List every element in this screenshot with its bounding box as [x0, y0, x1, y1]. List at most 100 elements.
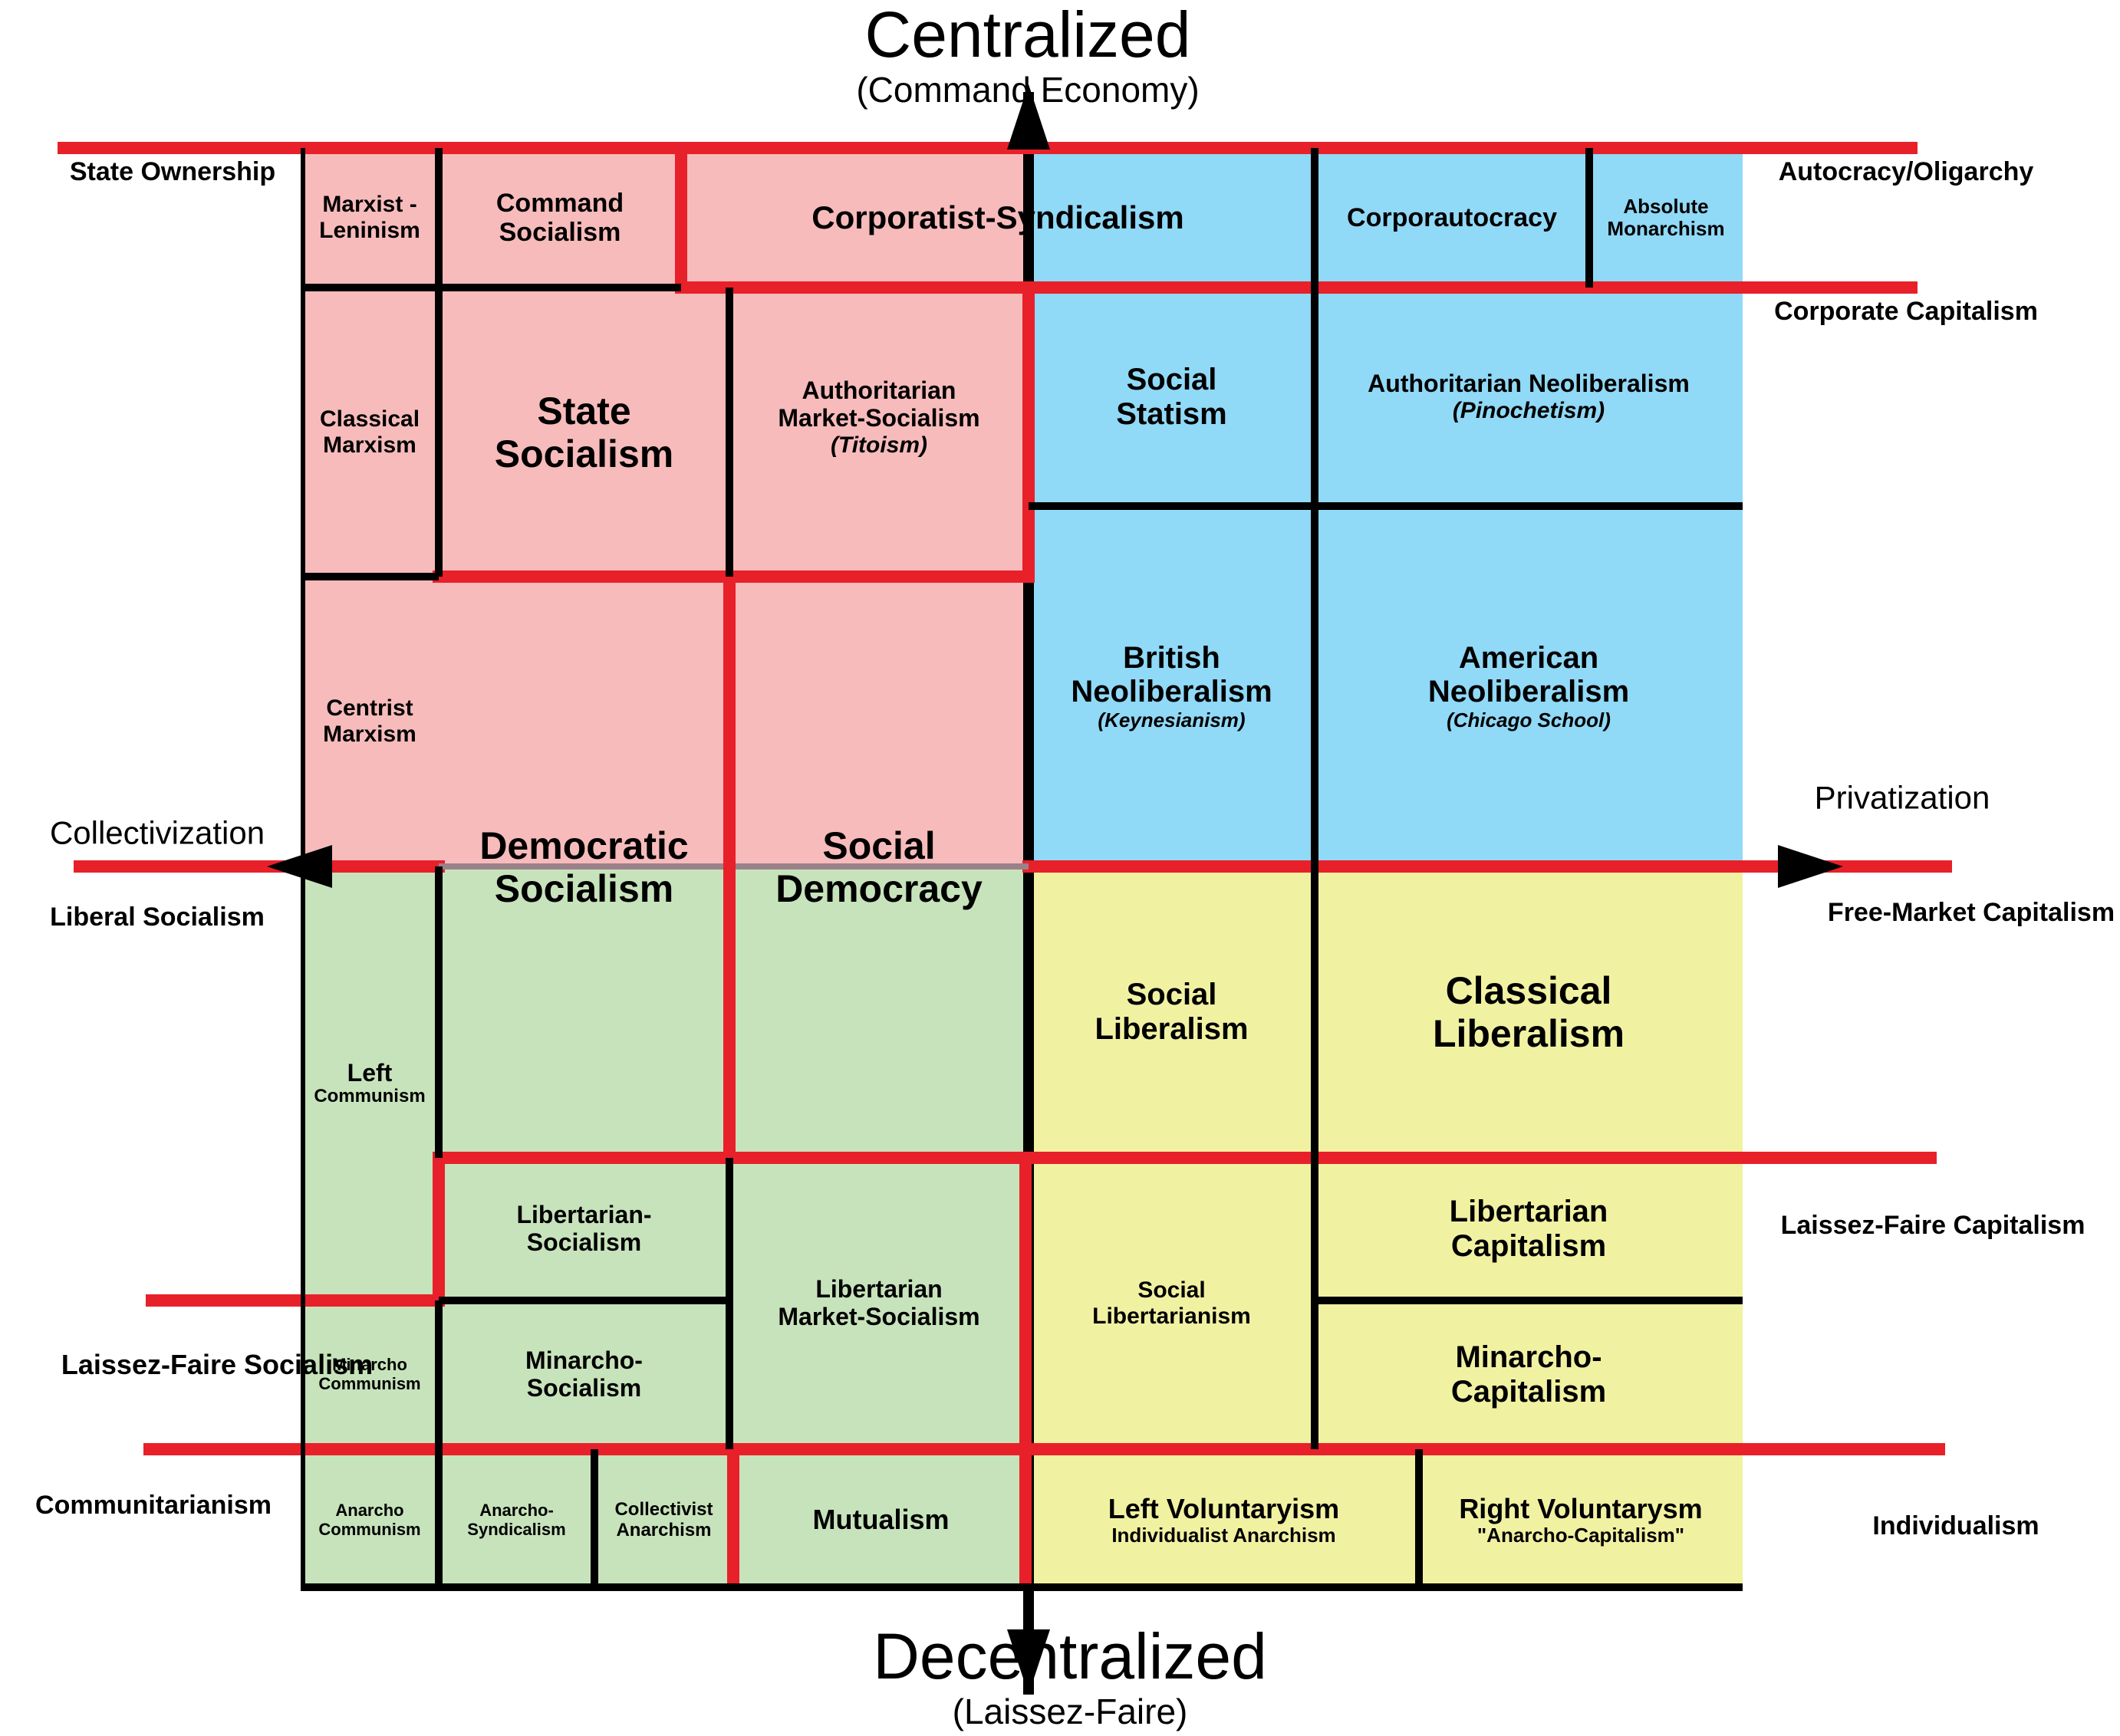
cell-centrist-marxism-line1: Centrist [326, 695, 413, 722]
subtitle-laissez-faire: (Laissez-Faire) [953, 1692, 1188, 1732]
red-line-state-ownership [58, 142, 1918, 154]
grid-h1696-left [439, 1297, 729, 1304]
edge-label-autocracy-oligarchy: Autocracy/Oligarchy [1779, 157, 2034, 186]
cell-social-liberalism-line2: Liberalism [1095, 1012, 1249, 1046]
cell-american-neoliberalism-line2: Neoliberalism [1427, 675, 1630, 709]
red-line-corporate-capitalism [681, 281, 1918, 294]
cell-classical-marxism-line1: Classical [319, 406, 420, 432]
cell-classical-liberalism: Classical Liberalism [1315, 866, 1743, 1158]
red-line-laissez-faire-socialism [146, 1294, 445, 1307]
cell-left-voluntaryism-line1: Left Voluntaryism [1108, 1492, 1340, 1524]
grid-h375-left [301, 284, 681, 291]
cell-right-voluntarysm: Right Voluntarysm "Anarcho-Capitalism" [1419, 1449, 1743, 1591]
grid-h1696-right [1315, 1297, 1743, 1304]
grid-v2072 [1585, 148, 1593, 288]
grid-h660-right [1029, 502, 1743, 510]
cell-british-neoliberalism-line1: British [1123, 640, 1220, 675]
cell-libertarian-market-socialism-line2: Market-Socialism [778, 1303, 980, 1330]
cell-social-libertarianism: Social Libertarianism [1029, 1158, 1315, 1449]
grid-v1850 [1415, 1449, 1423, 1591]
cell-state-socialism: State Socialism [439, 288, 729, 577]
grid-h752-left [301, 573, 439, 580]
arrow-right-icon [1778, 845, 1843, 888]
cell-social-statism-line2: Statism [1116, 396, 1227, 431]
edge-label-laissez-faire-socialism-line1: Laissez-Faire [61, 1348, 237, 1380]
edge-label-autocracy-oligarchy-text: Autocracy/Oligarchy [1778, 156, 2034, 186]
cell-american-neoliberalism-line3: (Chicago School) [1447, 709, 1611, 732]
cell-democratic-socialism-line1: Democratic [479, 824, 689, 867]
cell-anarcho-communism: Anarcho Communism [301, 1449, 439, 1591]
cell-state-socialism-line2: Socialism [494, 432, 674, 475]
red-step-v5 [727, 1443, 739, 1591]
edge-label-corporate-capitalism: Corporate Capitalism [1774, 297, 2038, 326]
cell-authoritarian-neoliberalism-line1: Authoritarian Neoliberalism [1368, 369, 1690, 397]
edge-label-laissez-faire-capitalism-line2: Capitalism [1953, 1210, 2085, 1240]
cell-mutualism: Mutualism [733, 1449, 1029, 1591]
edge-label-individualism: Individualism [1872, 1511, 2039, 1540]
cell-corporautocracy: Corporautocracy [1315, 148, 1589, 288]
red-step-v6 [1019, 1152, 1032, 1591]
cell-british-neoliberalism-line2: Neoliberalism [1071, 675, 1272, 709]
cell-social-liberalism: Social Liberalism [1029, 866, 1315, 1158]
arrow-down-icon [1007, 1629, 1050, 1695]
cell-centrist-marxism: Centrist Marxism [301, 577, 439, 866]
edge-label-liberal-socialism-text: Liberal Socialism [50, 902, 265, 932]
cell-american-neoliberalism: American Neoliberalism (Chicago School) [1315, 506, 1743, 866]
edge-label-state-ownership: State Ownership [70, 157, 275, 186]
cell-libertarian-socialism-line1: Libertarian- [516, 1201, 652, 1229]
quadrant-centralized-socialism [301, 148, 1029, 866]
edge-label-privatization-text: Privatization [1814, 779, 1990, 816]
cell-marxist-leninism: Marxist - Leninism [301, 148, 439, 288]
cell-libertarian-capitalism-line2: Capitalism [1450, 1229, 1607, 1263]
quadrant-decentralized-socialism [301, 866, 1029, 1591]
cell-social-democracy-line2: Democracy [775, 867, 983, 910]
edge-label-laissez-faire-capitalism-line1: Laissez-Faire [1780, 1210, 1947, 1240]
cell-anarcho-communism-line2: Communism [318, 1519, 421, 1539]
cell-left-voluntaryism-line2: Individualist Anarchism [1111, 1524, 1336, 1547]
cell-anarcho-syndicalism-line1: Anarcho- [479, 1500, 554, 1520]
arrow-up-icon [1007, 84, 1050, 150]
edge-label-collectivization: Collectivization [50, 814, 265, 850]
cell-libertarian-socialism-line2: Socialism [526, 1228, 642, 1256]
cell-democratic-socialism: Democratic Socialism [439, 577, 729, 1158]
cell-anarcho-syndicalism-line2: Syndicalism [467, 1519, 566, 1539]
title-centralized: Centralized [865, 0, 1191, 71]
cell-collectivist-anarchism: Collectivist Anarchism [594, 1449, 733, 1591]
edge-label-corporate-capitalism-text: Corporate Capitalism [1774, 296, 2038, 326]
cell-mutualism-line1: Mutualism [812, 1504, 950, 1536]
cell-corporautocracy-line1: Corporautocracy [1347, 202, 1557, 232]
cell-social-democracy: Social Democracy [729, 577, 1029, 1158]
cell-minarcho-communism: Minarcho Communism [301, 1300, 439, 1449]
cell-authoritarian-market-socialism-line2: Market-Socialism [778, 404, 980, 432]
cell-libertarian-socialism: Libertarian- Socialism [439, 1158, 729, 1300]
cell-american-neoliberalism-line1: American [1458, 640, 1599, 675]
cell-absolute-monarchism-line2: Monarchism [1607, 217, 1725, 240]
cell-command-socialism: Command Socialism [439, 148, 681, 288]
edge-label-privatization: Privatization [1815, 779, 1990, 815]
cell-authoritarian-neoliberalism: Authoritarian Neoliberalism (Pinochetism… [1315, 288, 1743, 506]
cell-corporatist-syndicalism-line1: Corporatist-Syndicalism [811, 199, 1184, 236]
edge-label-communitarianism: Communitarianism [35, 1491, 272, 1520]
edge-label-laissez-faire-socialism-line2: Socialism [244, 1348, 374, 1380]
grid-v572-mid [435, 866, 443, 1158]
subtitle-laissez-faire-text: (Laissez-Faire) [952, 1692, 1188, 1732]
cell-centrist-marxism-line2: Marxism [323, 722, 416, 747]
cell-minarcho-capitalism-line2: Capitalism [1450, 1375, 1607, 1409]
cell-libertarian-capitalism: Libertarian Capitalism [1315, 1158, 1743, 1300]
cell-british-neoliberalism-line3: (Keynesianism) [1098, 709, 1246, 732]
cell-social-statism: Social Statism [1029, 288, 1315, 506]
edge-label-laissez-faire-capitalism: Laissez-Faire Capitalism [1781, 1211, 2085, 1240]
cell-libertarian-capitalism-line1: Libertarian [1449, 1195, 1608, 1229]
red-step-v3 [723, 570, 736, 1164]
grid-v951-top [726, 288, 733, 577]
cell-left-communism-line1: Left [347, 1058, 393, 1087]
title-decentralized: Decentralized [873, 1620, 1267, 1692]
cell-anarcho-communism-line1: Anarcho [335, 1500, 404, 1520]
edge-label-free-market-capitalism-text: Free-Market Capitalism [1827, 897, 2115, 927]
cell-classical-marxism: Classical Marxism [301, 288, 439, 577]
cell-corporatist-syndicalism: Corporatist-Syndicalism [681, 148, 1315, 288]
cell-minarcho-socialism: Minarcho- Socialism [439, 1300, 729, 1449]
edge-label-free-market-capitalism: Free-Market Capitalism [1828, 898, 2115, 927]
cell-libertarian-market-socialism-line1: Libertarian [815, 1275, 943, 1304]
cell-authoritarian-market-socialism-line3: (Titoism) [830, 432, 928, 459]
